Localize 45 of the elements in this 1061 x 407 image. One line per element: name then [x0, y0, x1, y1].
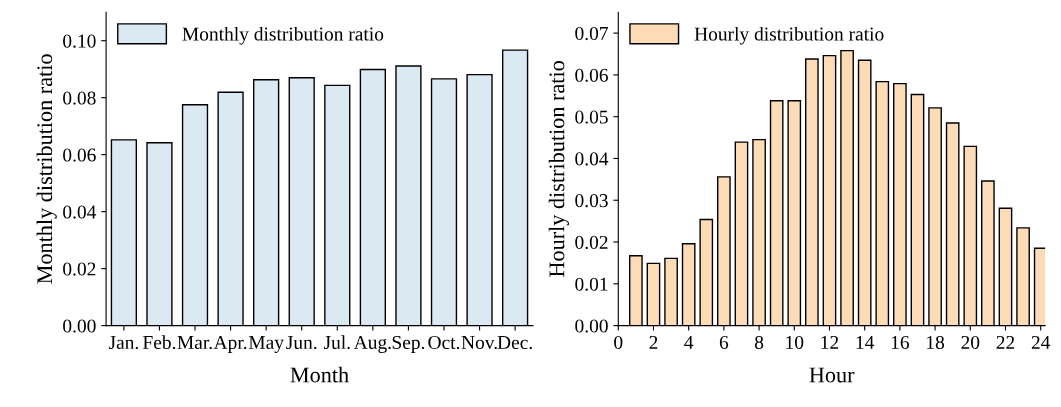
- x-axis-title: Month: [290, 366, 349, 383]
- x-tick-label: Apr.: [213, 335, 247, 353]
- y-tick-label: 0.10: [63, 34, 96, 48]
- x-tick-label: 2: [649, 335, 658, 349]
- x-tick-label: Mar.: [177, 336, 212, 350]
- x-tick-label: 10: [786, 335, 804, 350]
- y-tick-label: 0.06: [575, 68, 608, 82]
- x-tick-label: 12: [821, 335, 839, 349]
- legend-label: Hourly distribution ratio: [694, 26, 884, 45]
- y-tick-label: 0.02: [63, 262, 96, 276]
- y-tick-label: 0.08: [63, 91, 96, 105]
- y-tick-label: 0.05: [575, 110, 608, 124]
- x-tick-label: 6: [719, 335, 729, 350]
- x-tick-label: 4: [684, 336, 694, 349]
- x-tick-label: Jan.: [108, 336, 138, 350]
- y-tick-label: 0.07: [575, 26, 608, 41]
- y-tick-label: 0.03: [575, 194, 608, 208]
- x-tick-label: 0: [614, 335, 623, 350]
- y-axis-title: Hourly distribution ratio: [548, 61, 569, 277]
- x-tick-label: Oct.: [428, 335, 460, 350]
- x-tick-label: May: [248, 336, 284, 353]
- x-tick-label: Jul.: [323, 335, 350, 350]
- y-tick-label: 0.00: [63, 319, 96, 333]
- y-tick-label: 0.02: [575, 235, 608, 250]
- y-tick-label: 0.01: [575, 277, 608, 291]
- x-tick-label: 22: [996, 335, 1015, 349]
- x-tick-label: 18: [927, 335, 945, 350]
- x-tick-label: 24: [1031, 335, 1051, 349]
- y-tick-label: 0.06: [63, 148, 96, 162]
- x-tick-label: 8: [754, 335, 764, 350]
- y-tick-label: 0.00: [575, 319, 608, 333]
- x-tick-label: Jun.: [286, 336, 317, 350]
- x-tick-label: 14: [856, 335, 875, 349]
- y-tick-label: 0.04: [575, 152, 609, 166]
- x-tick-label: Nov.: [461, 336, 497, 350]
- y-axis-title: Monthly distribution ratio: [36, 54, 57, 284]
- x-tick-label: 20: [961, 335, 980, 350]
- x-tick-label: Dec.: [497, 336, 532, 350]
- x-tick-label: Feb.: [143, 335, 176, 350]
- x-tick-label: Sep.: [392, 335, 425, 353]
- y-tick-label: 0.04: [63, 205, 97, 219]
- legend-label: Monthly distribution ratio: [182, 26, 384, 45]
- x-axis-title: Hour: [809, 367, 855, 383]
- x-tick-label: Aug.: [353, 335, 391, 353]
- x-tick-label: 16: [891, 335, 910, 350]
